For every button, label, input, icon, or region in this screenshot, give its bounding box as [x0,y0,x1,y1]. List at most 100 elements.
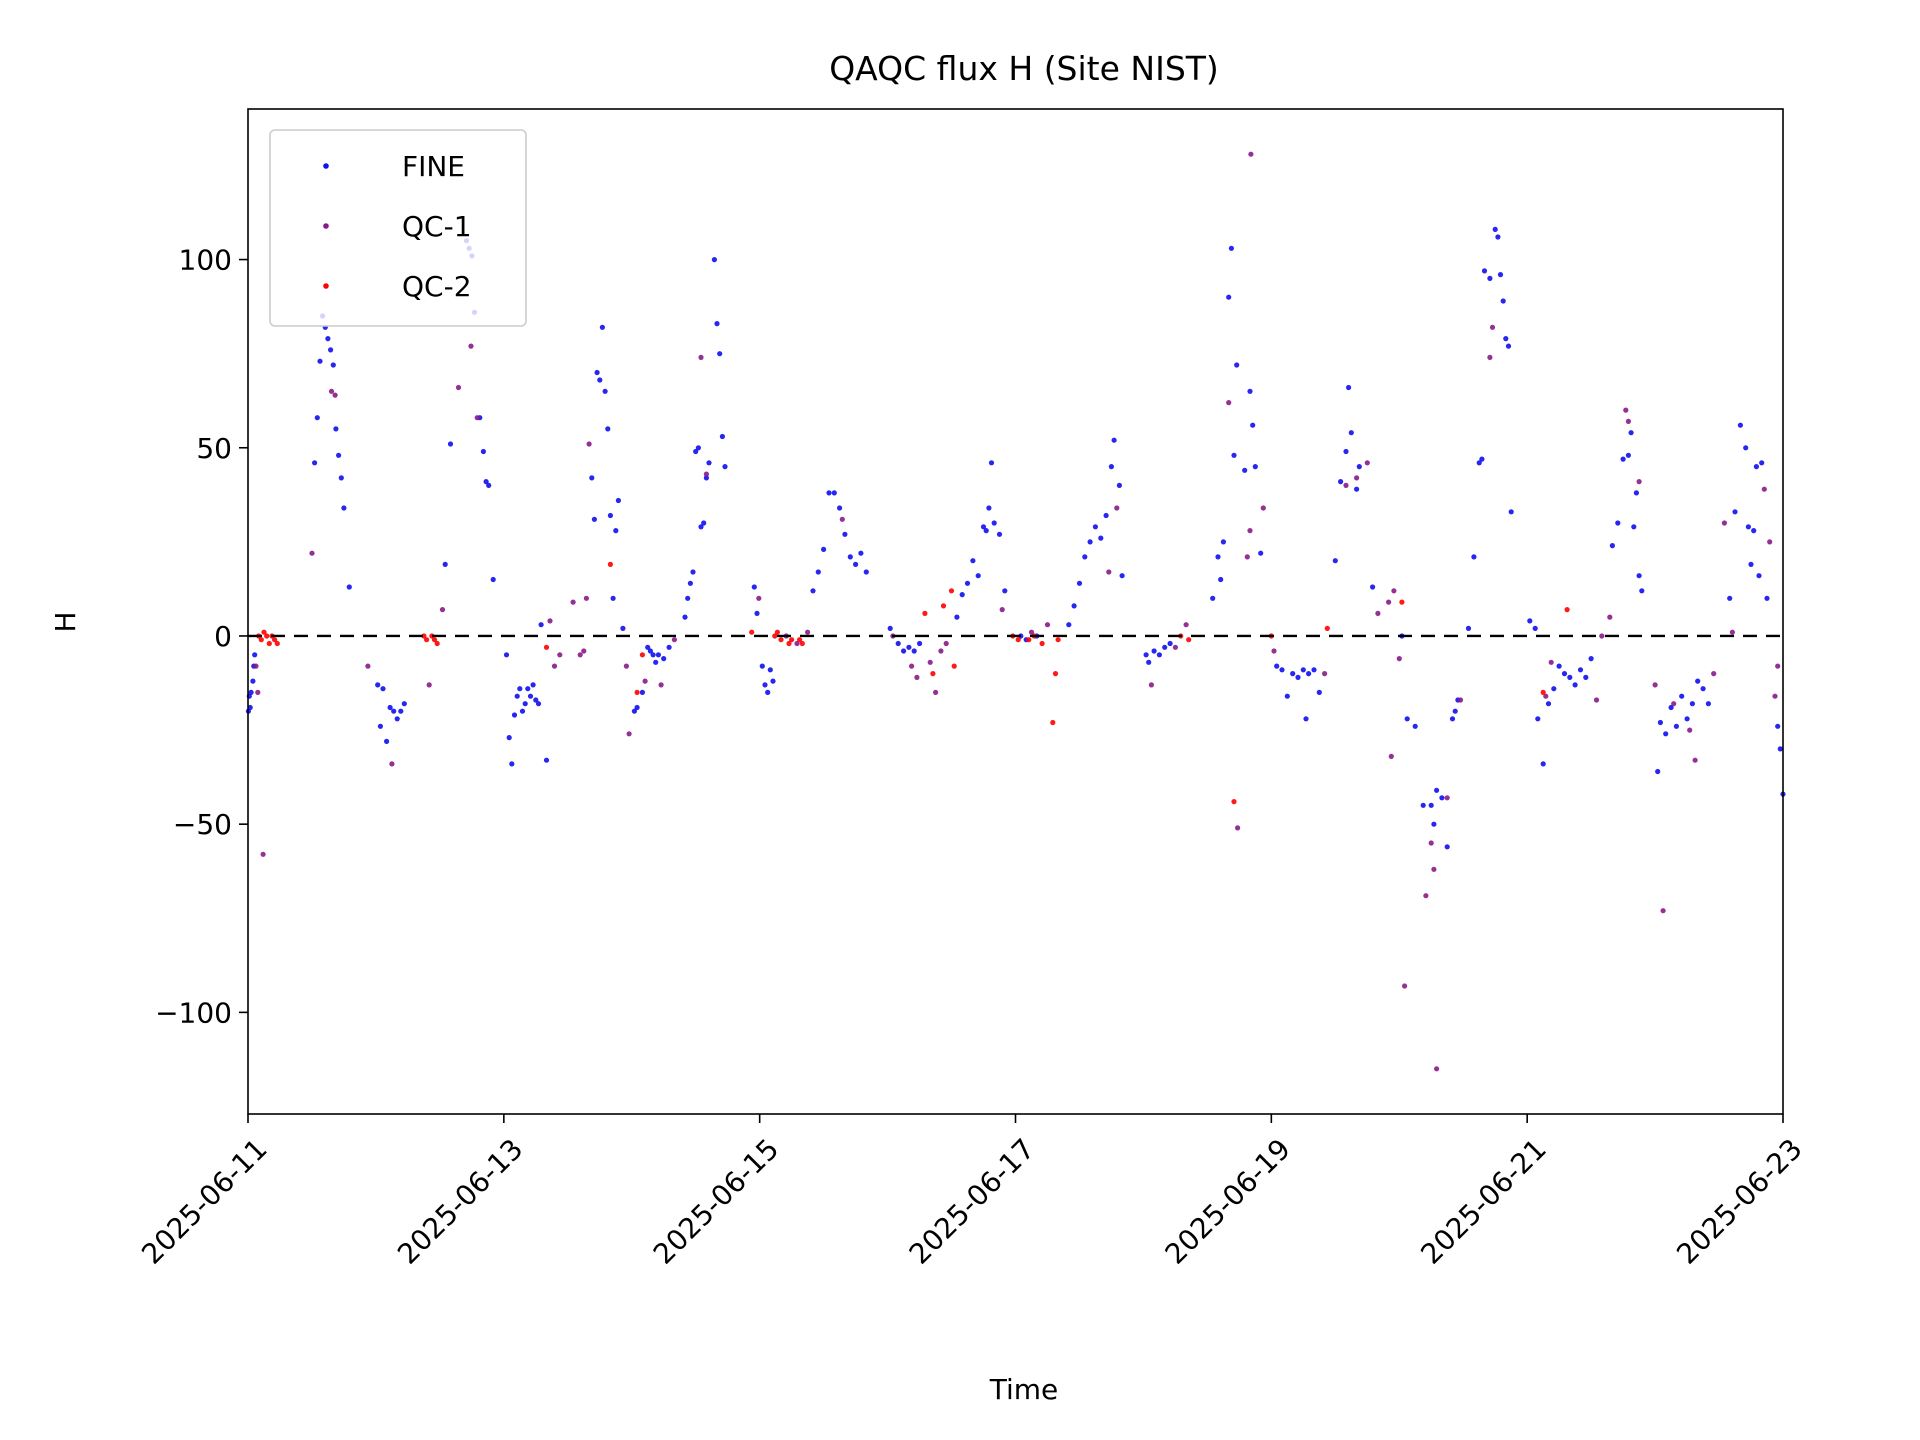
point-fine-134 [1082,554,1088,560]
point-qc-1-78 [1623,407,1629,413]
point-fine-71 [647,648,654,654]
point-fine-211 [1556,663,1562,669]
point-qc-2-42 [1324,625,1330,632]
point-fine-217 [1588,656,1594,662]
point-qc-1-10 [455,384,462,391]
point-qc-2-22 [789,637,795,643]
point-qc-1-58 [1364,460,1370,466]
point-qc-2-21 [786,640,792,647]
point-fine-68 [634,704,640,711]
point-fine-154 [1228,245,1234,251]
point-qc-1-26 [698,354,704,360]
point-fine-22 [380,686,386,692]
x-tick-label: 2025-06-13 [391,1132,529,1270]
point-fine-135 [1087,539,1093,545]
point-qc-2-44 [1540,689,1546,696]
point-fine-131 [1066,622,1072,628]
point-fine-238 [1727,595,1733,601]
point-fine-95 [762,682,768,688]
point-fine-219 [1615,520,1621,526]
point-fine-43 [511,712,518,718]
point-qc-1-43 [1114,505,1120,511]
point-fine-119 [970,558,976,564]
point-fine-123 [986,505,992,511]
point-qc-2-13 [543,644,550,650]
point-fine-167 [1300,667,1306,673]
point-fine-137 [1098,535,1104,541]
point-qc-2-28 [948,588,955,594]
point-qc-1-76 [1599,633,1605,639]
point-fine-194 [1476,460,1482,466]
point-fine-49 [527,693,534,699]
point-qc-1-44 [1106,569,1112,575]
x-tick-label: 2025-06-23 [1670,1132,1808,1270]
point-fine-61 [605,426,611,432]
point-qc-1-27 [703,471,710,477]
point-qc-1-79 [1625,418,1631,424]
legend-label-qc-1: QC-1 [402,210,472,243]
point-fine-184 [1428,802,1434,808]
point-fine-45 [517,686,523,692]
point-qc-1-74 [1548,659,1554,665]
point-qc-1-69 [1444,795,1450,801]
point-qc-1-2 [260,851,266,857]
point-fine-173 [1338,479,1344,485]
point-fine-146 [1156,652,1162,658]
point-qc-1-9 [439,607,446,613]
point-fine-185 [1431,821,1437,827]
point-qc-1-17 [577,652,583,658]
point-fine-30 [447,441,454,447]
point-fine-245 [1753,464,1759,470]
chart-title: QAQC flux H (Site NIST) [829,49,1219,88]
point-fine-60 [602,388,608,394]
point-fine-79 [687,580,694,586]
point-fine-221 [1625,452,1631,458]
point-qc-1-66 [1428,840,1434,846]
point-fine-142 [1119,573,1125,579]
point-fine-14 [330,362,336,368]
point-fine-101 [821,546,827,553]
point-fine-222 [1628,430,1634,436]
point-fine-28 [401,701,407,707]
point-fine-3 [248,689,254,696]
point-fine-133 [1076,580,1083,586]
point-qc-2-27 [940,603,947,609]
point-fine-202 [1503,336,1509,342]
point-qc-1-85 [1692,757,1698,763]
point-qc-1-59 [1375,610,1381,617]
point-fine-41 [506,735,512,741]
point-qc-1-39 [943,640,949,647]
point-fine-116 [954,614,960,620]
point-fine-197 [1487,275,1493,281]
point-qc-1-53 [1235,825,1241,831]
point-fine-46 [519,708,526,714]
point-qc-1-30 [794,640,800,647]
point-fine-125 [991,520,997,526]
y-tick-label: 100 [179,244,232,277]
point-fine-15 [333,426,339,432]
point-qc-1-28 [756,595,762,601]
legend-marker-fine [323,163,329,169]
point-fine-158 [1247,388,1253,394]
x-axis: 2025-06-11 2025-06-13 2025-06-15 2025-06-17… [135,1114,1809,1271]
point-qc-1-48 [1226,400,1232,406]
point-fine-218 [1609,543,1615,549]
point-fine-104 [837,505,843,511]
point-fine-209 [1545,701,1552,707]
point-fine-141 [1116,482,1122,488]
point-qc-1-52 [1248,151,1254,157]
point-fine-156 [1234,362,1240,368]
point-qc-1-92 [1775,663,1781,669]
y-tick-label: −100 [155,996,232,1029]
y-tick-label: −50 [173,808,232,841]
point-qc-1-55 [1322,671,1328,677]
point-qc-1-77 [1607,614,1613,620]
point-fine-193 [1471,554,1477,560]
point-qc-2-16 [639,652,646,658]
point-qc-1-14 [551,663,558,669]
point-qc-1-4 [328,388,335,394]
point-fine-148 [1167,640,1173,647]
point-qc-1-75 [1593,697,1600,703]
point-fine-50 [530,682,536,688]
point-fine-85 [703,475,710,481]
